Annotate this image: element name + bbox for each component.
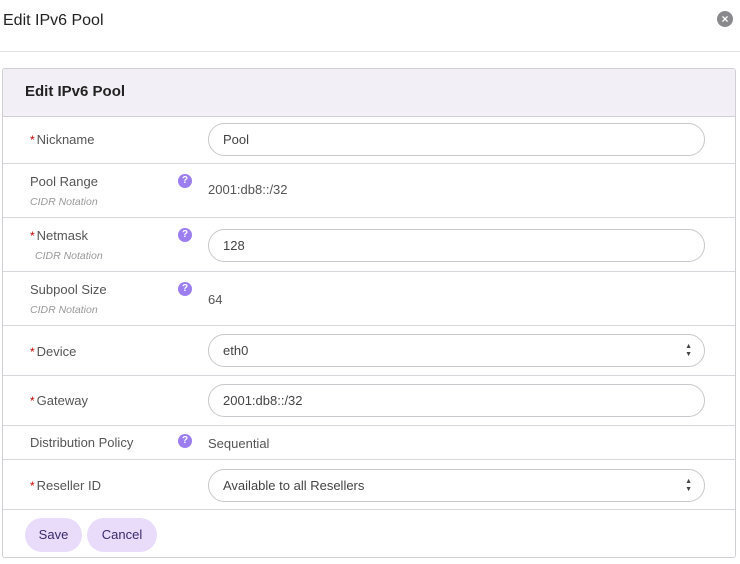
help-icon[interactable]: ?: [178, 282, 192, 296]
pool-range-label: Pool Range: [30, 174, 98, 189]
gateway-label: * Gateway: [30, 393, 88, 408]
help-icon[interactable]: ?: [178, 174, 192, 188]
row-nickname: * Nickname Pool: [3, 117, 735, 164]
subpool-size-hint: CIDR Notation: [30, 304, 98, 316]
netmask-input[interactable]: 128: [208, 229, 705, 262]
pool-range-value: 2001:db8::/32: [208, 182, 288, 197]
pool-range-hint: CIDR Notation: [30, 196, 98, 208]
row-pool-range: Pool Range CIDR Notation ? 2001:db8::/32: [3, 164, 735, 218]
nickname-label: * Nickname: [30, 132, 95, 147]
select-arrows-icon: ▲ ▼: [685, 343, 692, 358]
form-actions: Save Cancel: [3, 510, 735, 557]
reseller-id-label: * Reseller ID: [30, 478, 101, 493]
subpool-size-value: 64: [208, 292, 223, 307]
row-subpool-size: Subpool Size CIDR Notation ? 64: [3, 272, 735, 326]
row-device: * Device eth0 ▲ ▼: [3, 326, 735, 376]
device-select[interactable]: eth0 ▲ ▼: [208, 334, 705, 367]
cancel-button[interactable]: Cancel: [87, 518, 157, 552]
subpool-size-label: Subpool Size: [30, 282, 107, 297]
gateway-input[interactable]: 2001:db8::/32: [208, 384, 705, 417]
distribution-policy-label: Distribution Policy: [30, 435, 134, 450]
nickname-input[interactable]: Pool: [208, 123, 705, 156]
close-icon[interactable]: ×: [717, 11, 733, 27]
dialog-header: Edit IPv6 Pool ×: [0, 0, 740, 52]
panel-title: Edit IPv6 Pool: [3, 69, 735, 117]
netmask-hint: CIDR Notation: [35, 250, 103, 262]
row-reseller-id: * Reseller ID Available to all Resellers ▲…: [3, 460, 735, 510]
device-label: * Device: [30, 344, 77, 359]
distribution-policy-value: Sequential: [208, 436, 270, 451]
dialog-title: Edit IPv6 Pool: [3, 12, 104, 29]
netmask-label: * Netmask: [30, 228, 88, 243]
row-netmask: * Netmask CIDR Notation ? 128: [3, 218, 735, 272]
select-arrows-icon: ▲ ▼: [685, 478, 692, 493]
save-button[interactable]: Save: [25, 518, 82, 552]
row-gateway: * Gateway 2001:db8::/32: [3, 376, 735, 426]
help-icon[interactable]: ?: [178, 434, 192, 448]
help-icon[interactable]: ?: [178, 228, 192, 242]
row-distribution-policy: Distribution Policy ? Sequential: [3, 426, 735, 460]
reseller-id-select[interactable]: Available to all Resellers ▲ ▼: [208, 469, 705, 502]
edit-pool-panel: Edit IPv6 Pool * Nickname Pool Pool Range…: [2, 68, 736, 558]
